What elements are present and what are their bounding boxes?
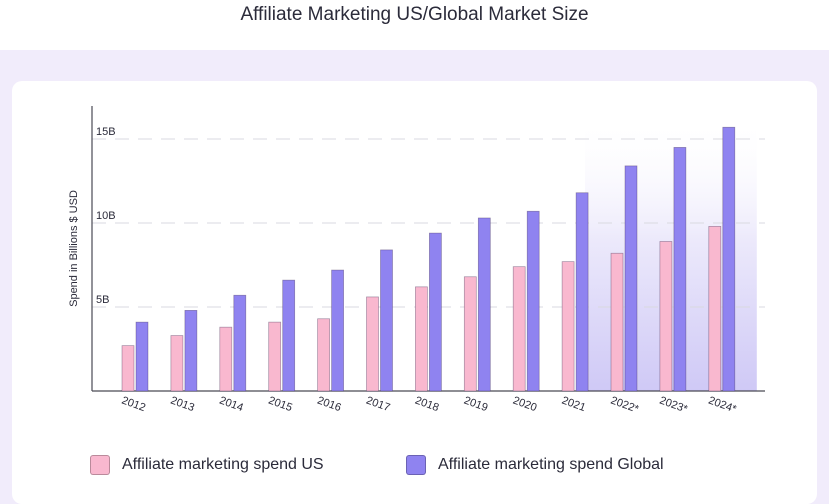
bar-us-2016 — [317, 318, 330, 392]
chart-legend: Affiliate marketing spend US Affiliate m… — [90, 455, 790, 483]
bar-us-2021 — [561, 261, 575, 392]
legend-item-global: Affiliate marketing spend Global — [406, 455, 664, 475]
x-tick-label: 2023* — [658, 395, 690, 416]
x-tick-label: 2012 — [120, 395, 147, 415]
bar-global-2024 — [722, 126, 736, 392]
bar-global-2023 — [673, 147, 687, 392]
bar-global-2017 — [380, 249, 393, 392]
bar-global-2015 — [282, 279, 296, 392]
bar-global-2018 — [429, 232, 442, 392]
bar-global-2016 — [331, 269, 344, 392]
bar-us-2013 — [170, 335, 184, 392]
bar-global-2021 — [575, 192, 589, 392]
x-tick-label: 2013 — [169, 395, 196, 415]
x-tick-label: 2022* — [609, 395, 641, 416]
bar-us-2018 — [415, 286, 428, 392]
x-tick-label: 2021 — [560, 395, 587, 415]
bar-us-2015 — [268, 321, 282, 392]
y-tick-label: 15B — [96, 126, 116, 138]
x-tick-label: 2015 — [267, 395, 294, 415]
x-tick-label: 2014 — [218, 395, 245, 415]
bar-us-2019 — [463, 276, 477, 392]
legend-swatch-us — [90, 455, 110, 475]
x-tick-label: 2018 — [413, 395, 440, 415]
y-tick-label: 5B — [96, 294, 109, 306]
bar-global-2020 — [526, 210, 540, 392]
legend-label-global: Affiliate marketing spend Global — [438, 456, 664, 473]
bar-us-2022 — [610, 252, 624, 392]
x-tick-label: 2016 — [316, 395, 343, 415]
bar-us-2017 — [366, 296, 379, 392]
bar-us-2014 — [219, 326, 233, 392]
x-tick-label: 2020 — [511, 395, 538, 415]
legend-item-us: Affiliate marketing spend US — [90, 455, 324, 475]
bar-us-2020 — [512, 266, 526, 392]
bar-us-2024 — [708, 226, 722, 392]
bar-us-2023 — [659, 241, 673, 392]
bar-global-2014 — [233, 294, 247, 392]
bar-global-2019 — [477, 217, 491, 392]
bar-global-2022 — [624, 165, 638, 392]
x-tick-label: 2024* — [707, 395, 739, 416]
bar-global-2013 — [184, 310, 198, 392]
x-tick-label: 2017 — [364, 395, 391, 415]
y-tick-label: 10B — [96, 210, 116, 222]
y-axis-title: Spend in Billions $ USD — [68, 190, 80, 307]
bar-us-2012 — [121, 345, 135, 392]
x-tick-label: 2019 — [462, 395, 489, 415]
bar-global-2012 — [135, 321, 149, 392]
legend-swatch-global — [406, 455, 426, 475]
chart-title: Affiliate Marketing US/Global Market Siz… — [240, 4, 589, 25]
title-band — [0, 0, 829, 48]
legend-label-us: Affiliate marketing spend US — [122, 456, 324, 473]
